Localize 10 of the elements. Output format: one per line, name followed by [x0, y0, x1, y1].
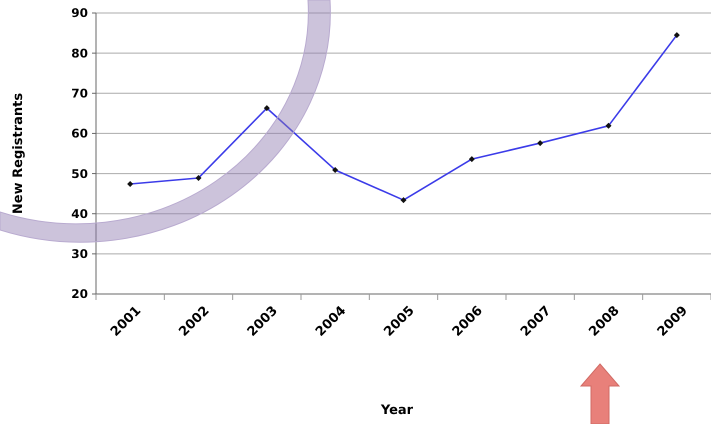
y-tick-label: 30 — [71, 247, 88, 262]
y-tick-label: 20 — [71, 287, 88, 302]
y-tick-label: 80 — [71, 46, 88, 60]
y-tick-label: 60 — [71, 126, 88, 141]
x-axis-title: Year — [380, 403, 414, 418]
y-tick-label: 70 — [71, 86, 88, 100]
y-tick-label: 40 — [71, 206, 88, 221]
y-tick-label: 50 — [71, 166, 88, 181]
y-tick-label: 90 — [71, 6, 88, 20]
y-axis-title: New Registrants — [11, 92, 26, 214]
